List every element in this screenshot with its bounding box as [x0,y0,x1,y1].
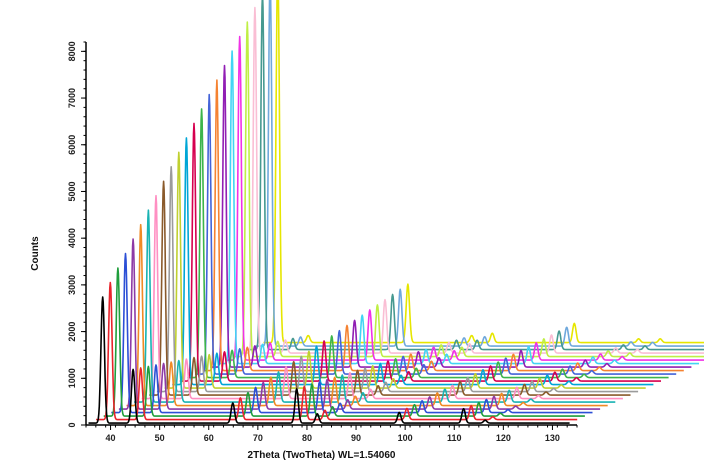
series-trace-3 [103,267,586,417]
series-trace-18 [217,50,700,365]
x-axis-ticks: 40 50 60 70 80 90 100 110 120 130 [85,425,578,443]
series-trace-8 [141,194,624,400]
y-axis-ticks: 0 1000 2000 3000 4000 5000 6000 7000 8000 [67,41,86,428]
series-trace-7 [133,209,616,403]
x-tick-label: 120 [496,433,511,443]
series-trace-20 [232,21,704,358]
y-tick-label: 5000 [67,181,77,201]
series-trace-24 [263,0,704,344]
x-axis-title: 2Theta (TwoTheta) WL=1.54060 [248,450,396,461]
x-tick-label: 100 [398,433,413,443]
x-tick-label: 130 [545,433,560,443]
axes: 40 50 60 70 80 90 100 110 120 130 0 1000 2000 3000 40… [67,41,578,443]
series-trace-14 [187,108,669,379]
y-tick-label: 1000 [67,368,77,388]
x-tick-label: 80 [302,433,312,443]
x-tick-label: 110 [447,433,462,443]
x-tick-label: 70 [253,433,263,443]
series-trace-15 [194,93,677,375]
series-trace-12 [171,137,654,386]
series-trace-23 [255,0,704,347]
series-trace-19 [225,35,704,361]
series-trace-21 [240,6,704,354]
series-trace-1 [88,296,570,424]
y-tick-label: 8000 [67,41,77,61]
series-trace-13 [179,122,662,382]
y-tick-label: 7000 [67,88,77,108]
series-trace-22 [248,0,704,351]
y-tick-label: 0 [67,422,77,427]
y-tick-label: 3000 [67,275,77,295]
x-tick-label: 60 [204,433,214,443]
x-tick-label: 50 [155,433,165,443]
series-trace-10 [156,166,639,393]
series-trace-17 [209,64,692,368]
y-tick-label: 4000 [67,228,77,248]
y-axis-title: Counts [30,236,41,271]
series-trace-16 [202,79,685,372]
series-trace-11 [164,151,646,389]
series-trace-4 [111,252,593,414]
series-trace-9 [149,180,631,396]
x-tick-label: 40 [106,433,116,443]
series-traces [88,0,704,424]
y-tick-label: 2000 [67,322,77,342]
series-trace-5 [118,238,601,410]
y-tick-label: 6000 [67,135,77,155]
x-tick-label: 90 [351,433,361,443]
series-trace-6 [126,223,608,407]
series-trace-2 [95,281,578,421]
